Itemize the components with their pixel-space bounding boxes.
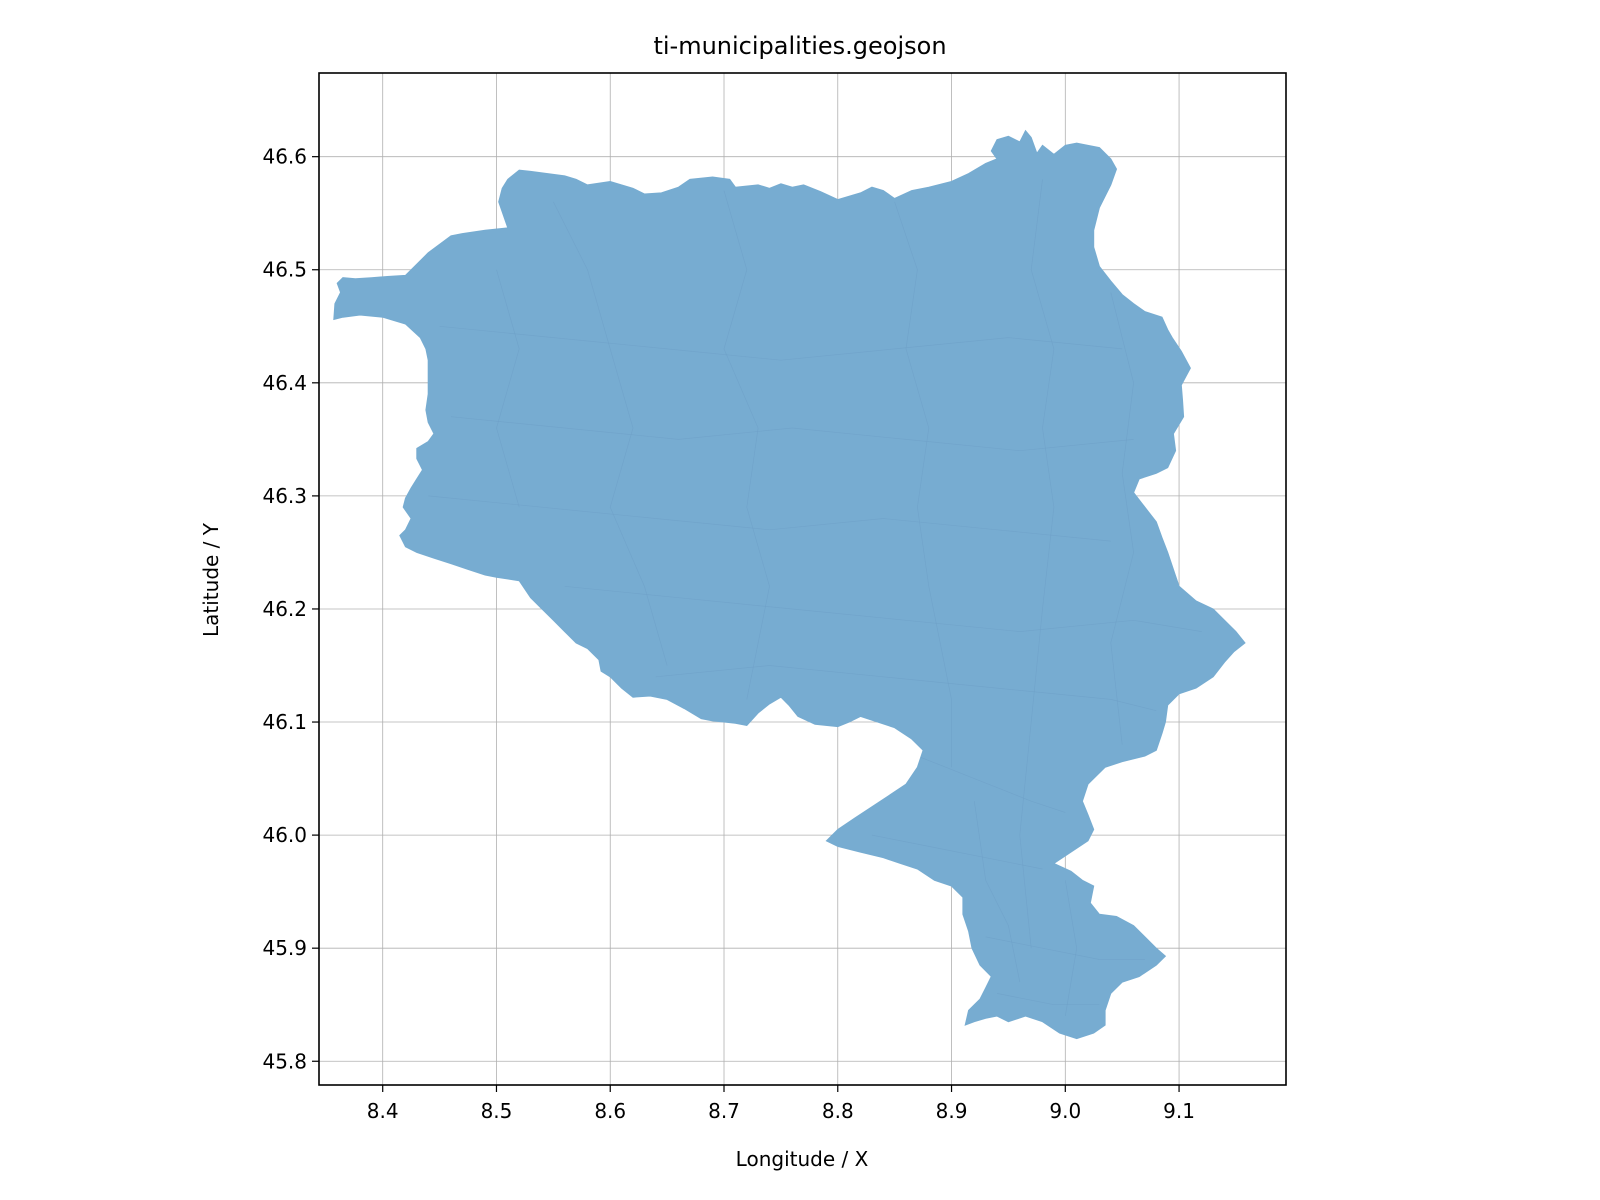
y-tick-label: 46.2 (262, 597, 307, 621)
municipality-boundary (655, 665, 1157, 712)
municipality-boundary (428, 495, 1111, 542)
x-tick-label: 9.0 (1049, 1099, 1081, 1123)
municipality-boundary (1019, 179, 1055, 949)
x-axis-label: Longitude / X (736, 1147, 869, 1171)
x-tick-label: 8.7 (708, 1099, 740, 1123)
municipality-boundary (439, 325, 1123, 361)
municipality-boundary (871, 834, 1043, 870)
chart-title: ti-municipalities.geojson (653, 32, 946, 60)
plot-frame (318, 72, 1287, 1086)
y-tick-label: 45.9 (262, 936, 307, 960)
x-tick-label: 8.6 (594, 1099, 626, 1123)
municipality-boundary (496, 269, 520, 508)
y-tick-label: 46.3 (262, 484, 307, 508)
y-tick-label: 46.5 (262, 258, 307, 282)
y-tick-label: 45.8 (262, 1049, 307, 1073)
x-tick-label: 8.4 (367, 1099, 399, 1123)
municipality-boundary (973, 801, 1021, 983)
municipality-boundary (985, 936, 1145, 960)
municipality-boundaries (428, 179, 1202, 1017)
canton-fill (333, 129, 1246, 1040)
municipality-boundary (564, 585, 1202, 632)
x-tick-label: 9.1 (1163, 1099, 1195, 1123)
municipality-boundary (1064, 880, 1078, 1017)
y-tick-label: 46.4 (262, 371, 307, 395)
x-tick-label: 8.8 (822, 1099, 854, 1123)
x-tick-label: 8.9 (936, 1099, 968, 1123)
y-tick-label: 46.0 (262, 823, 307, 847)
municipality-boundary (894, 201, 952, 768)
municipality-boundary (723, 190, 770, 700)
municipality-boundary (450, 416, 1134, 452)
municipality-boundary (553, 201, 668, 666)
municipality-boundary (996, 993, 1100, 1006)
y-axis-label: Latitude / Y (199, 522, 223, 637)
y-tick-label: 46.1 (262, 710, 307, 734)
municipality-boundary (1110, 292, 1134, 745)
municipalities-region (333, 129, 1246, 1040)
y-tick-label: 46.6 (262, 145, 307, 169)
x-axis-ticks: 8.4 8.5 8.6 8.7 8.8 8.9 9.0 9.1 (367, 1085, 1195, 1123)
x-tick-label: 8.5 (481, 1099, 513, 1123)
municipality-boundary (917, 755, 1066, 813)
y-axis-ticks: 45.8 45.9 46.0 46.1 46.2 46.3 46.4 46.5 46.6 (262, 145, 319, 1073)
